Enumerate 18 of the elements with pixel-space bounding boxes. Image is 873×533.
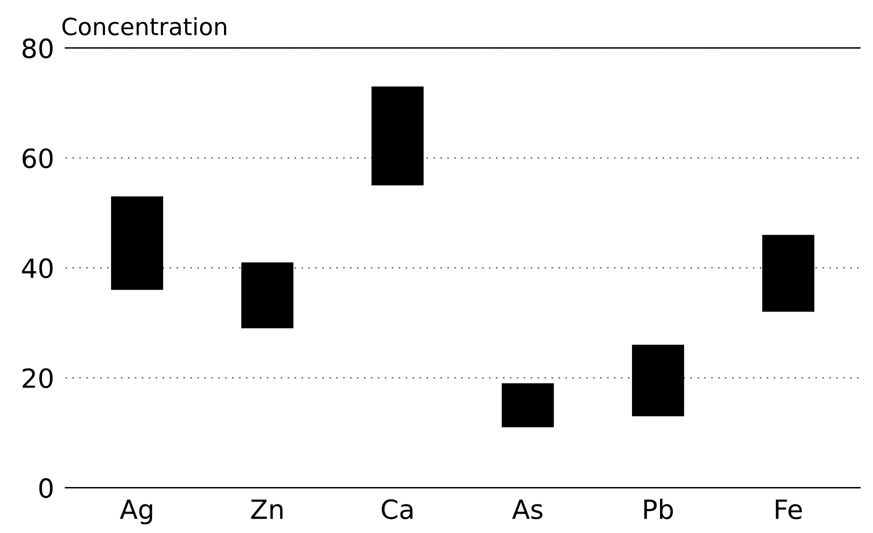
y-tick-label: 40	[22, 258, 53, 278]
bar	[632, 344, 684, 416]
bar	[502, 383, 554, 428]
bar	[762, 234, 814, 312]
y-axis-title: Concentration	[62, 17, 226, 36]
x-tick-label: Fe	[776, 500, 802, 520]
bar	[111, 196, 164, 290]
y-tick-label: 0	[39, 478, 53, 498]
x-tick-label: Pb	[644, 498, 673, 520]
y-tick-label: 20	[22, 368, 53, 388]
x-tick-label: As	[512, 500, 542, 520]
x-tick-label: Ag	[120, 500, 152, 524]
y-tick-label: 60	[22, 148, 53, 168]
x-tick-label: Zn	[251, 500, 282, 519]
bar	[372, 86, 424, 186]
x-tick-label: Ca	[382, 499, 412, 520]
y-tick-label: 80	[22, 38, 53, 58]
bar	[241, 262, 294, 328]
